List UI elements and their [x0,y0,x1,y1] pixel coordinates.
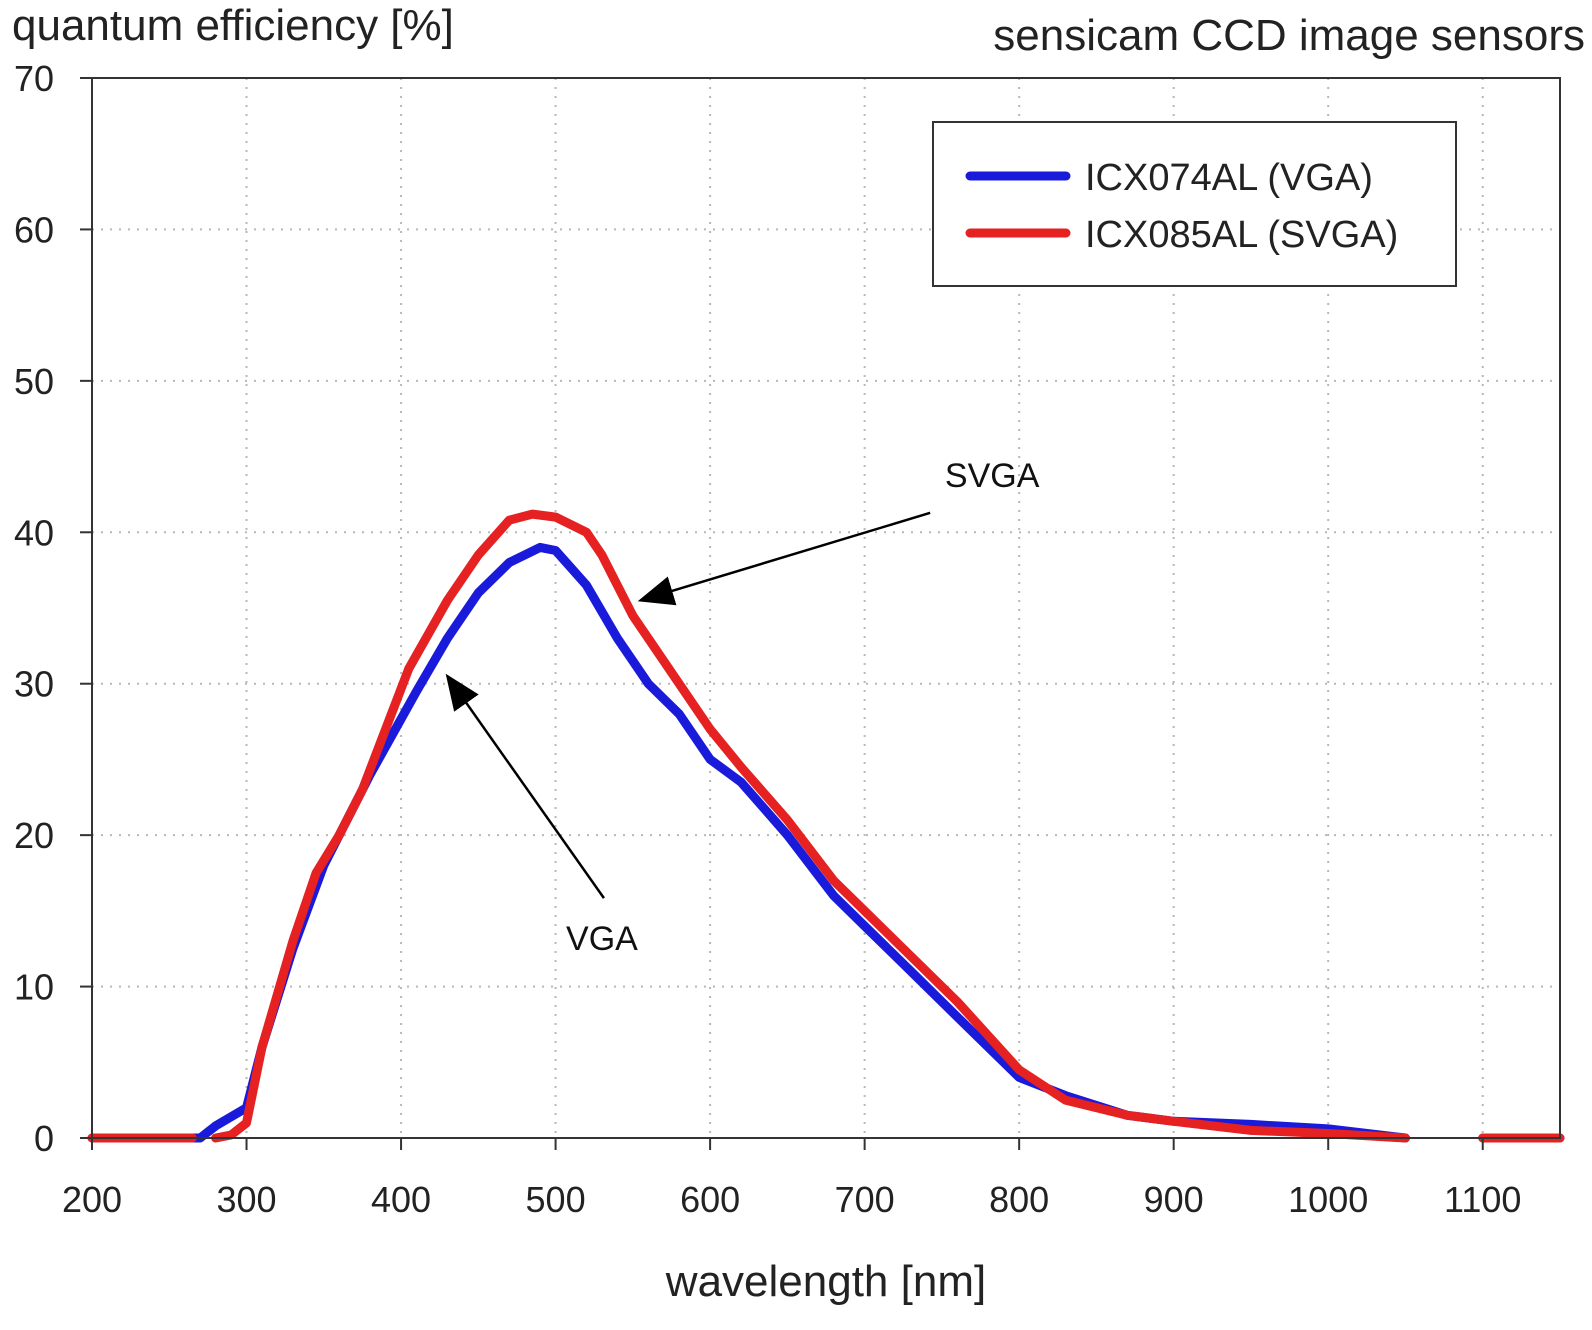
x-tick-label: 900 [1144,1179,1204,1220]
annotations: SVGA VGA [445,457,1040,958]
y-tick-label: 40 [14,512,54,553]
legend-box [932,121,1457,287]
annotation-label-svga: SVGA [945,457,1040,495]
series-line-svga [211,509,1410,1143]
x-tick-label: 200 [62,1179,122,1220]
annotation-label-vga: VGA [566,920,638,958]
series-lines [87,509,1565,1143]
y-tick-label: 30 [14,664,54,705]
x-tick-label: 600 [680,1179,740,1220]
y-tick-label: 60 [14,209,54,250]
y-tick-label: 10 [14,967,54,1008]
legend-label-vga: ICX074AL (VGA) [1085,157,1373,199]
series-line-vga [87,542,1410,1143]
annotation-arrow-svga [637,511,931,606]
y-axis-label: quantum efficiency [%] [12,1,454,50]
x-tick-label: 800 [989,1179,1049,1220]
y-tick-label: 50 [14,361,54,402]
plot-frame [91,77,1561,1139]
annotation-arrow-vga [445,673,605,899]
y-tick-label: 70 [14,58,54,99]
legend: ICX074AL (VGA) ICX085AL (SVGA) [932,121,1457,287]
y-tick-label: 20 [14,815,54,856]
x-tick-label: 1000 [1288,1179,1368,1220]
x-tick-label: 1100 [1444,1179,1521,1220]
x-tick-label: 300 [216,1179,276,1220]
x-axis-label: wavelength [nm] [665,1257,986,1306]
y-tick-label: 0 [34,1118,54,1159]
x-tick-label: 500 [526,1179,586,1220]
x-tick-label: 400 [371,1179,431,1220]
chart-title: sensicam CCD image sensors [993,11,1585,60]
grid [92,78,1560,1138]
legend-label-svga: ICX085AL (SVGA) [1085,214,1398,256]
x-tick-label: 700 [835,1179,895,1220]
axis-ticks: 200 300 400 500 600 700 800 900 1000 1100 0 10 20 30 4… [14,58,1521,1220]
